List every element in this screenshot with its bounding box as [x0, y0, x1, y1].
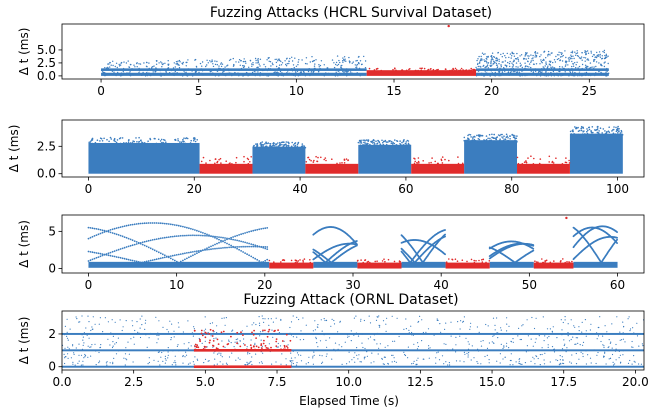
x-tick-label: 80	[504, 182, 519, 196]
panel-1-ticks: 0 5 10 15 20 25 0.02.55.0	[37, 43, 597, 98]
x-tick-label: 20.0	[622, 375, 648, 389]
x-tick-label: 40	[292, 182, 307, 196]
x-tick-label: 12.5	[407, 375, 434, 389]
panel-hcrl-3: 0 10 20 30 40 50 60 0 5 Δ t (ms)	[17, 214, 645, 292]
panel-3-ylabel: Δ t (ms)	[17, 220, 31, 268]
x-tick-label: 20	[187, 182, 202, 196]
y-tick-label: 5.0	[37, 43, 56, 57]
x-tick-label: 10	[289, 84, 304, 98]
x-tick-label: 2.5	[124, 375, 143, 389]
panel-hcrl-2: 0 20 40 60 80 100 0.0 2.5 Δ t (ms)	[7, 119, 645, 196]
x-tick-label: 17.5	[550, 375, 577, 389]
x-tick-label: 60	[398, 182, 413, 196]
panel-1-points	[100, 24, 610, 77]
x-tick-label: 25	[582, 84, 597, 98]
x-tick-label: 30	[345, 278, 360, 292]
x-tick-label: 10	[169, 278, 184, 292]
panel-3-ticks: 0 10 20 30 40 50 60 0 5	[48, 224, 625, 292]
x-tick-label: 100	[606, 182, 629, 196]
x-tick-label: 0	[97, 84, 105, 98]
panel-2-points	[88, 125, 624, 174]
x-tick-label: 5.0	[196, 375, 215, 389]
x-tick-label: 20	[484, 84, 499, 98]
y-tick-label: 0.0	[37, 167, 56, 181]
x-tick-label: 60	[610, 278, 625, 292]
panel-4-xlabel: Elapsed Time (s)	[299, 394, 399, 408]
y-tick-label: 2	[48, 327, 56, 341]
panel-2-frame	[61, 119, 645, 178]
panel-ornl: Fuzzing Attack (ORNL Dataset) 0.0 2.5 5.0 7…	[17, 292, 648, 408]
panel-3-points	[87, 216, 618, 269]
panel-4-ticks: 0.0 2.5 5.0 7.5 10.0 12.5 15.0 17.5 20.0 0 2	[48, 327, 648, 389]
x-tick-label: 40	[434, 278, 449, 292]
panel-2-ylabel: Δ t (ms)	[7, 125, 21, 173]
panel-4-points	[62, 315, 644, 369]
x-tick-label: 5	[195, 84, 203, 98]
x-tick-label: 15.0	[479, 375, 506, 389]
panel-1-ylabel: Δ t (ms)	[17, 28, 31, 76]
y-tick-label: 0.0	[37, 69, 56, 83]
panel-hcrl-survival: Fuzzing Attacks (HCRL Survival Dataset) …	[17, 5, 645, 98]
x-tick-label: 15	[386, 84, 401, 98]
x-tick-label: 50	[522, 278, 537, 292]
y-tick-label: 2.5	[37, 56, 56, 70]
x-tick-label: 0	[85, 182, 93, 196]
panel-2-ticks: 0 20 40 60 80 100 0.0 2.5	[37, 139, 629, 196]
panel-4-frame	[61, 310, 645, 371]
panel-1-title: Fuzzing Attacks (HCRL Survival Dataset)	[210, 5, 492, 21]
x-tick-label: 0.0	[52, 375, 71, 389]
x-tick-label: 20	[257, 278, 272, 292]
y-tick-label: 0	[48, 262, 56, 276]
x-tick-label: 7.5	[267, 375, 286, 389]
x-tick-label: 10.0	[335, 375, 362, 389]
panel-1-frame	[61, 23, 645, 80]
y-tick-label: 0	[48, 360, 56, 374]
y-tick-label: 2.5	[37, 139, 56, 153]
panel-4-title: Fuzzing Attack (ORNL Dataset)	[243, 292, 458, 308]
x-tick-label: 0	[85, 278, 93, 292]
y-tick-label: 5	[48, 224, 56, 238]
panel-4-ylabel: Δ t (ms)	[17, 317, 31, 365]
